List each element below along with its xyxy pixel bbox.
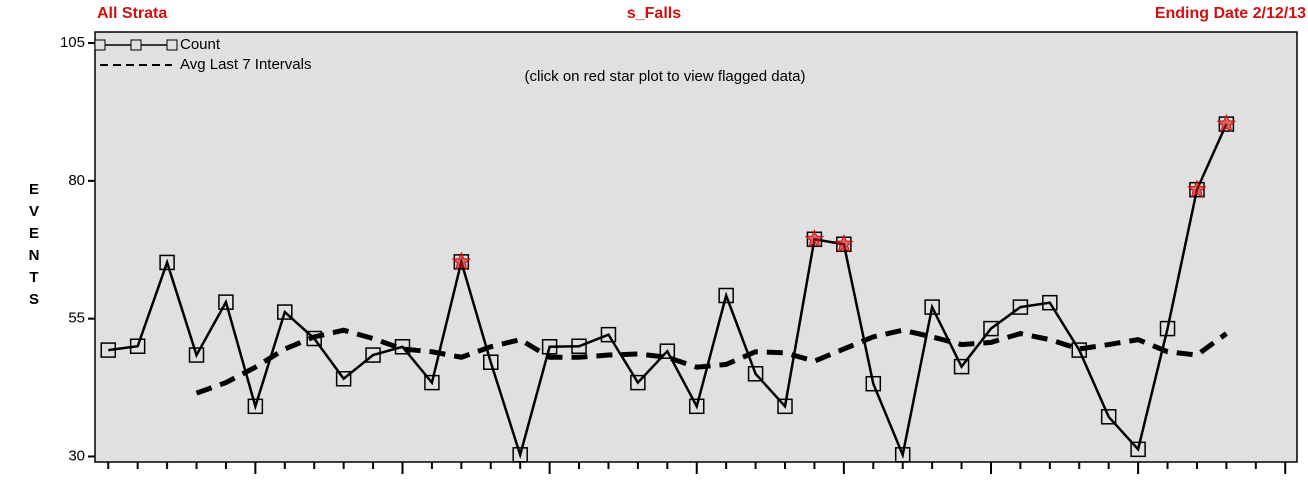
- count-marker: [718, 287, 734, 304]
- count-marker: [335, 371, 352, 387]
- legend-marker: [166, 39, 178, 51]
- count-marker: [159, 254, 175, 271]
- count-marker: [894, 447, 911, 463]
- note: (click on red star plot to view flagged …: [525, 68, 806, 85]
- count-marker: [247, 398, 264, 415]
- legend-label: Count: [180, 36, 221, 53]
- flag-star[interactable]: [1216, 113, 1237, 133]
- count-marker: [188, 347, 205, 363]
- count-marker: [924, 299, 940, 315]
- count-marker: [277, 304, 293, 320]
- avg-line: [195, 327, 1228, 396]
- flag-star[interactable]: [1187, 179, 1207, 199]
- count-marker: [306, 330, 322, 347]
- count-marker: [1012, 299, 1029, 315]
- count-marker: [630, 374, 646, 391]
- legend-label: Avg Last 7 Intervals: [180, 56, 311, 73]
- legend-marker: [94, 39, 106, 51]
- count-marker: [600, 326, 617, 343]
- count-marker: [865, 375, 882, 392]
- y-tick-label: 105: [60, 34, 85, 51]
- count-marker: [541, 339, 558, 355]
- flag-star[interactable]: [804, 228, 825, 248]
- flag-star[interactable]: [451, 251, 472, 271]
- chart-title: s_Falls: [627, 5, 681, 22]
- count-marker: [1130, 441, 1146, 458]
- count-marker: [953, 358, 970, 375]
- count-marker: [365, 347, 381, 363]
- flag-star[interactable]: [834, 233, 854, 253]
- count-marker: [218, 294, 234, 310]
- plot-area: [94, 31, 1298, 463]
- count-marker: [659, 343, 676, 359]
- header-left: All Strata: [97, 5, 167, 22]
- y-tick-label: 80: [68, 172, 85, 189]
- count-marker: [100, 342, 116, 358]
- count-marker: [483, 354, 499, 370]
- count-marker: [424, 374, 440, 391]
- count-marker: [1042, 294, 1058, 311]
- count-marker: [1100, 409, 1117, 425]
- count-line: [108, 123, 1228, 460]
- count-marker: [129, 338, 146, 354]
- count-marker: [688, 398, 705, 415]
- y-tick-label: 55: [68, 310, 85, 327]
- count-marker: [512, 447, 528, 463]
- count-marker: [983, 320, 999, 337]
- legend-marker: [130, 39, 142, 51]
- header-right: Ending Date 2/12/13: [1155, 5, 1306, 22]
- count-marker: [1159, 320, 1176, 337]
- count-marker: [777, 398, 793, 415]
- y-tick-label: 30: [68, 447, 85, 464]
- count-marker: [747, 366, 764, 382]
- count-marker: [571, 338, 587, 354]
